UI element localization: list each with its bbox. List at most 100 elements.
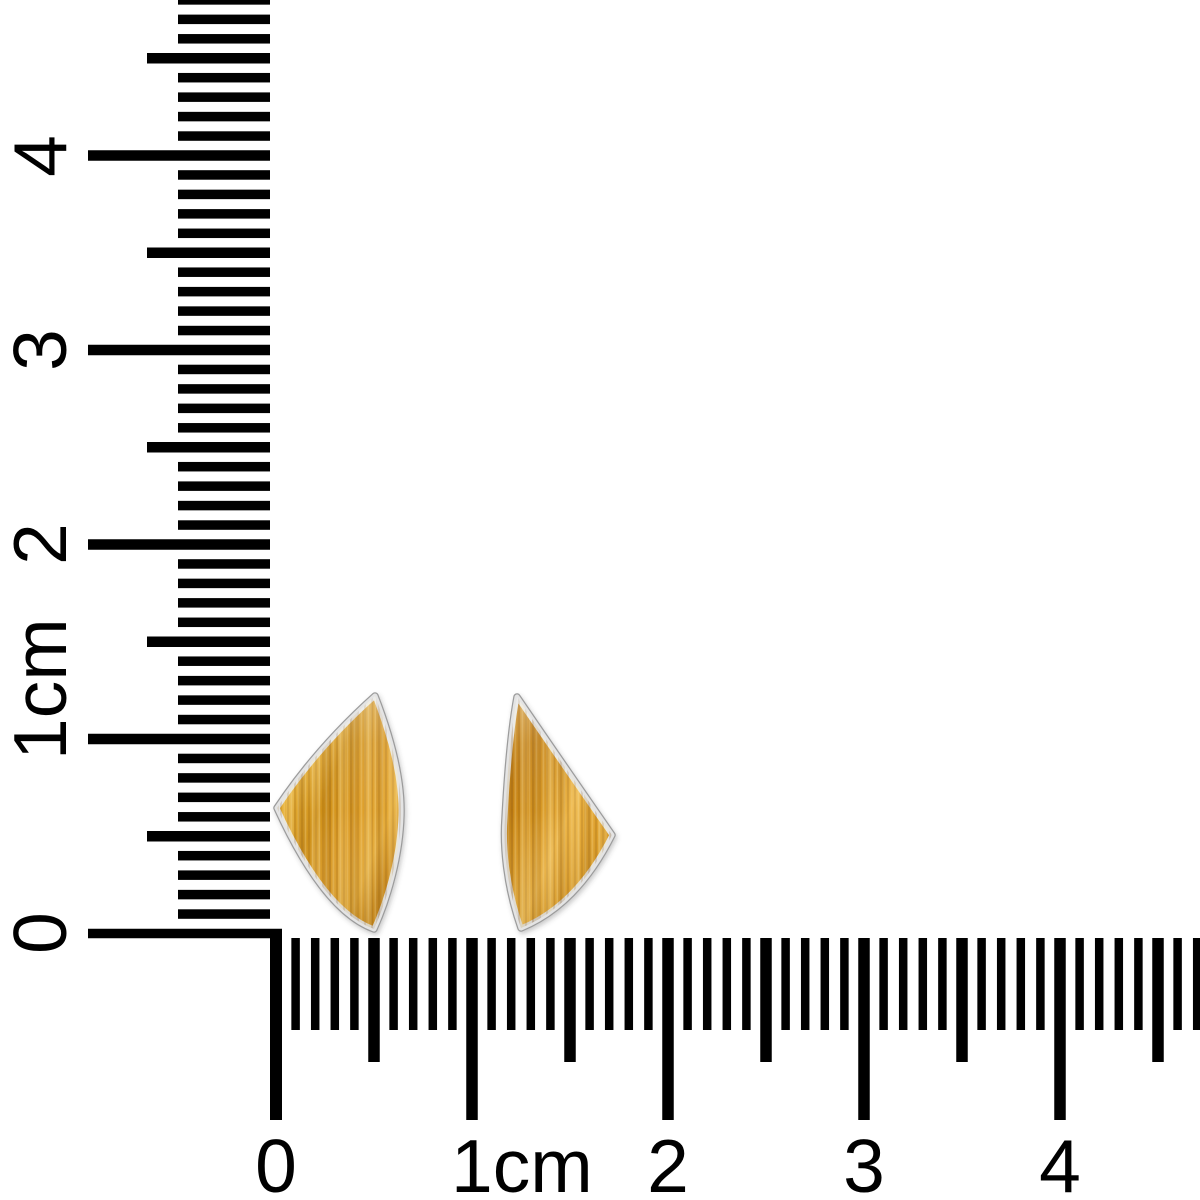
vertical-tick-mm (178, 481, 270, 491)
vertical-tick-mm (178, 850, 270, 861)
horizontal-tick-halfcm (1152, 938, 1164, 1062)
horizontal-tick-mm (898, 938, 908, 1030)
vertical-label-4: 4 (0, 135, 82, 177)
vertical-tick-mm (178, 131, 270, 141)
vertical-tick-mm (178, 461, 270, 472)
horizontal-tick-mm (408, 938, 418, 1030)
vertical-tick-mm (178, 92, 270, 102)
horizontal-tick-mm (330, 938, 340, 1030)
right-earring (500, 693, 616, 932)
vertical-tick-cm (88, 733, 270, 745)
horizontal-tick-mm (448, 938, 457, 1030)
vertical-tick-mm (178, 0, 270, 5)
horizontal-tick-cm (270, 929, 282, 1120)
vertical-tick-mm (178, 909, 270, 919)
vertical-tick-mm (178, 598, 270, 608)
vertical-tick-mm (178, 617, 270, 628)
vertical-tick-mm (178, 384, 270, 394)
horizontal-label-4: 4 (1039, 1124, 1081, 1200)
vertical-tick-mm (178, 714, 270, 725)
horizontal-tick-mm (389, 938, 398, 1030)
left-earring-stone-sheen (277, 696, 402, 929)
horizontal-tick-mm (1134, 938, 1143, 1030)
horizontal-tick-halfcm (956, 938, 968, 1062)
horizontal-label-0: 0 (255, 1124, 297, 1200)
horizontal-label-2: 2 (647, 1124, 689, 1200)
vertical-tick-halfcm (147, 442, 270, 453)
vertical-tick-mm (178, 773, 270, 783)
vertical-tick-cm (88, 928, 282, 939)
horizontal-label-1cm: 1cm (451, 1124, 593, 1200)
vertical-tick-mm (178, 189, 270, 200)
horizontal-tick-mm (879, 938, 888, 1030)
horizontal-tick-mm (840, 938, 849, 1030)
vertical-tick-mm (178, 286, 270, 297)
vertical-tick-mm (178, 656, 270, 666)
vertical-tick-mm (178, 500, 270, 511)
horizontal-tick-mm (526, 938, 536, 1030)
vertical-label-0: 0 (0, 912, 82, 954)
horizontal-tick-mm (506, 938, 516, 1030)
horizontal-tick-mm (604, 938, 614, 1030)
horizontal-tick-cm (466, 938, 478, 1120)
horizontal-tick-mm (546, 938, 555, 1030)
horizontal-tick-mm (428, 938, 438, 1030)
horizontal-ruler-labels: 0 1cm 2 3 4 (255, 1124, 1081, 1200)
vertical-tick-halfcm (147, 636, 270, 647)
vertical-ruler (88, 0, 282, 939)
vertical-tick-cm (88, 344, 270, 356)
vertical-tick-mm (178, 306, 270, 316)
horizontal-tick-mm (1192, 938, 1200, 1030)
horizontal-tick-halfcm (564, 938, 576, 1062)
vertical-tick-mm (178, 364, 270, 375)
vertical-tick-mm (178, 209, 270, 219)
horizontal-tick-mm (1114, 938, 1124, 1030)
vertical-tick-mm (178, 14, 270, 25)
vertical-tick-cm (88, 539, 270, 550)
horizontal-tick-mm (800, 938, 810, 1030)
vertical-tick-mm (178, 325, 270, 336)
vertical-tick-mm (178, 559, 270, 569)
horizontal-tick-mm (644, 938, 653, 1030)
horizontal-tick-mm (310, 938, 320, 1030)
vertical-tick-mm (178, 267, 270, 277)
horizontal-tick-mm (1094, 938, 1104, 1030)
horizontal-tick-mm (487, 938, 496, 1030)
vertical-label-2: 2 (0, 523, 82, 565)
horizontal-label-3: 3 (843, 1124, 885, 1200)
horizontal-tick-mm (722, 938, 732, 1030)
vertical-tick-mm (178, 34, 270, 44)
vertical-tick-mm (178, 792, 270, 803)
horizontal-tick-mm (585, 938, 594, 1030)
vertical-tick-mm (178, 111, 270, 122)
vertical-ruler-labels: 0 1cm 2 3 4 (0, 135, 82, 954)
vertical-tick-mm (178, 520, 270, 530)
vertical-tick-halfcm (147, 831, 270, 842)
vertical-tick-mm (178, 228, 270, 239)
horizontal-ruler (270, 929, 1200, 1120)
horizontal-tick-mm (683, 938, 692, 1030)
horizontal-tick-halfcm (368, 938, 380, 1062)
horizontal-tick-mm (1173, 938, 1182, 1030)
horizontal-tick-mm (350, 938, 359, 1030)
vertical-tick-mm (178, 403, 270, 414)
horizontal-tick-mm (291, 938, 300, 1030)
horizontal-tick-cm (858, 938, 870, 1120)
horizontal-tick-mm (1036, 938, 1045, 1030)
horizontal-tick-mm (781, 938, 790, 1030)
vertical-tick-halfcm (147, 53, 270, 64)
vertical-tick-cm (88, 150, 270, 161)
horizontal-tick-mm (1016, 938, 1026, 1030)
horizontal-tick-mm (938, 938, 947, 1030)
horizontal-tick-mm (702, 938, 712, 1030)
horizontal-tick-cm (662, 938, 674, 1120)
vertical-tick-mm (178, 695, 270, 705)
right-earring-stone-sheen (504, 697, 612, 928)
vertical-tick-mm (178, 812, 270, 822)
vertical-tick-mm (178, 72, 270, 83)
horizontal-tick-mm (624, 938, 634, 1030)
vertical-tick-mm (178, 423, 270, 433)
vertical-tick-halfcm (147, 247, 270, 258)
horizontal-tick-mm (996, 938, 1006, 1030)
